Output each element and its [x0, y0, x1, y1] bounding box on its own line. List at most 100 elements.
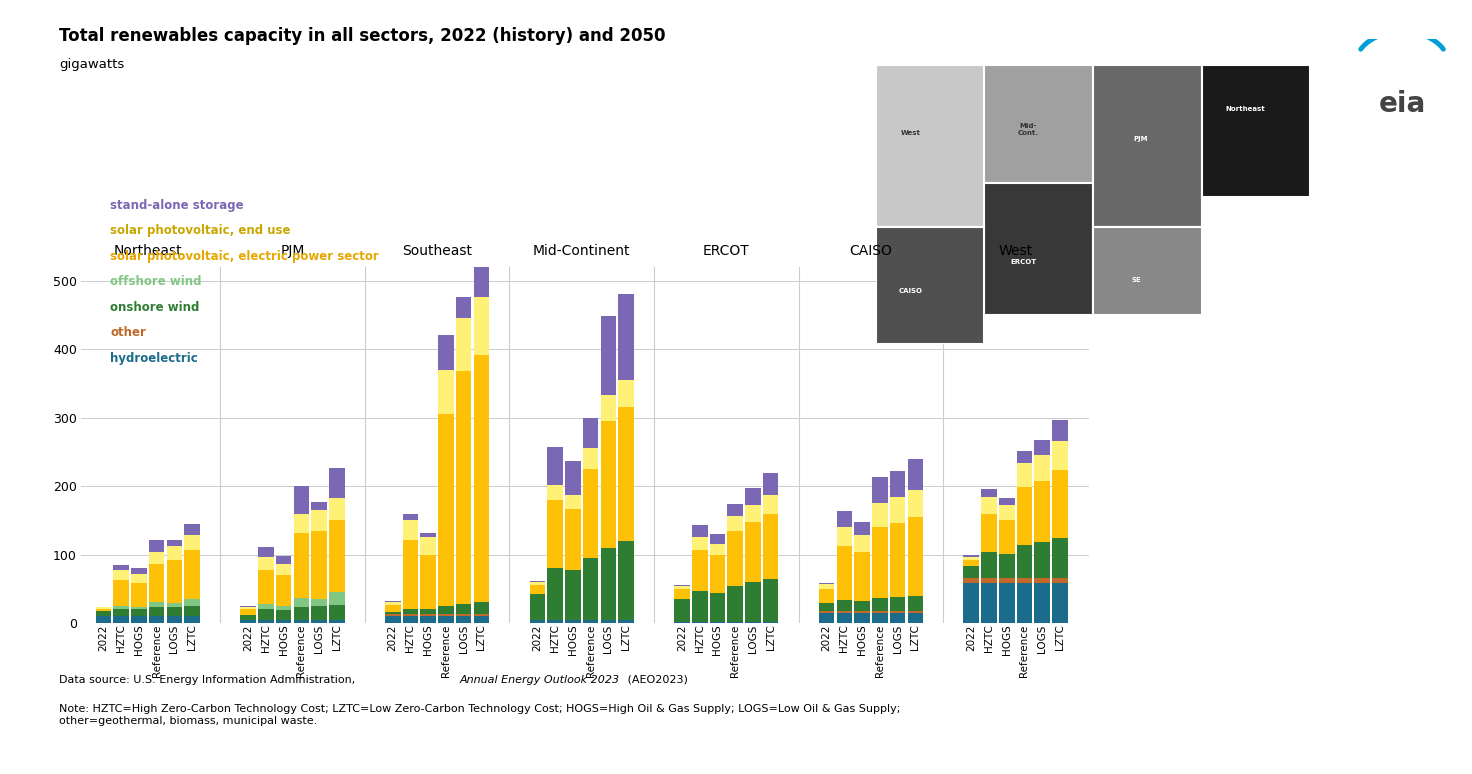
Bar — [311, 502, 327, 510]
Bar — [999, 578, 1014, 584]
Bar — [583, 620, 599, 623]
Bar — [601, 421, 617, 548]
FancyBboxPatch shape — [876, 227, 985, 344]
Text: solar photovoltaic, electric power sector: solar photovoltaic, electric power secto… — [110, 250, 380, 262]
Bar — [762, 495, 779, 514]
FancyBboxPatch shape — [1092, 65, 1201, 227]
Bar — [908, 517, 923, 596]
Bar — [474, 602, 489, 615]
FancyBboxPatch shape — [1201, 65, 1310, 197]
FancyBboxPatch shape — [985, 65, 1092, 183]
Bar — [565, 461, 580, 495]
Bar — [548, 447, 562, 485]
Bar — [328, 604, 344, 620]
Bar — [474, 355, 489, 602]
Bar — [1035, 578, 1050, 584]
Bar — [548, 485, 562, 500]
Bar — [328, 592, 344, 604]
Bar — [166, 539, 183, 546]
Bar — [328, 498, 344, 520]
Bar — [692, 525, 708, 537]
Bar — [982, 497, 997, 514]
Bar — [240, 607, 256, 609]
Bar — [999, 554, 1014, 578]
Bar — [403, 540, 418, 608]
Bar — [96, 616, 112, 623]
Bar — [530, 585, 545, 594]
Bar — [1052, 420, 1067, 441]
Bar — [854, 614, 870, 623]
Bar — [293, 608, 309, 620]
Bar — [692, 591, 708, 622]
Bar — [999, 505, 1014, 519]
Bar — [166, 607, 183, 615]
Bar — [439, 606, 453, 615]
Bar — [96, 611, 112, 615]
Bar — [149, 602, 165, 608]
Bar — [548, 500, 562, 568]
Bar — [818, 614, 835, 623]
Bar — [871, 477, 888, 502]
Text: (AEO2023): (AEO2023) — [624, 675, 687, 685]
Bar — [530, 594, 545, 620]
Text: Northeast: Northeast — [1225, 106, 1264, 112]
Bar — [240, 620, 256, 623]
Bar — [530, 620, 545, 623]
Text: offshore wind: offshore wind — [110, 276, 202, 288]
Bar — [311, 510, 327, 531]
Text: Mid-Continent: Mid-Continent — [533, 244, 630, 258]
Bar — [601, 395, 617, 421]
Bar — [982, 552, 997, 578]
Bar — [1035, 481, 1050, 543]
Bar — [982, 489, 997, 497]
Bar — [982, 584, 997, 623]
Bar — [1035, 454, 1050, 481]
Bar — [836, 611, 852, 614]
Bar — [386, 616, 400, 623]
Bar — [131, 616, 147, 623]
Bar — [565, 495, 580, 509]
Text: Northeast: Northeast — [113, 244, 183, 258]
Text: PJM: PJM — [280, 244, 305, 258]
Bar — [583, 469, 599, 558]
FancyBboxPatch shape — [876, 65, 985, 227]
Bar — [964, 560, 979, 566]
Bar — [439, 370, 453, 414]
Bar — [456, 604, 471, 615]
Bar — [113, 570, 130, 580]
Bar — [1035, 440, 1050, 454]
Bar — [745, 522, 761, 582]
Bar — [854, 552, 870, 601]
Bar — [149, 564, 165, 602]
Text: Data source: U.S. Energy Information Administration,: Data source: U.S. Energy Information Adm… — [59, 675, 359, 685]
Bar — [1052, 538, 1067, 578]
Text: ERCOT: ERCOT — [704, 244, 749, 258]
Bar — [762, 473, 779, 495]
Bar — [818, 602, 835, 611]
Bar — [836, 546, 852, 601]
Bar — [530, 582, 545, 585]
Text: West: West — [901, 130, 920, 135]
Bar — [403, 616, 418, 623]
Bar — [456, 317, 471, 371]
Bar — [889, 523, 905, 597]
Bar — [908, 596, 923, 611]
Bar — [258, 609, 274, 620]
Bar — [908, 614, 923, 623]
Text: ERCOT: ERCOT — [1010, 259, 1036, 265]
Bar — [618, 407, 634, 541]
Bar — [184, 616, 200, 623]
Bar — [1017, 584, 1032, 623]
Bar — [456, 371, 471, 604]
Bar — [421, 615, 436, 616]
Bar — [982, 514, 997, 552]
Bar — [871, 611, 888, 614]
Bar — [131, 583, 147, 607]
Bar — [889, 611, 905, 614]
Bar — [421, 537, 436, 555]
Text: Mid-
Cont.: Mid- Cont. — [1017, 123, 1038, 136]
Bar — [889, 597, 905, 611]
Bar — [1035, 543, 1050, 578]
Bar — [258, 620, 274, 623]
Bar — [421, 555, 436, 609]
